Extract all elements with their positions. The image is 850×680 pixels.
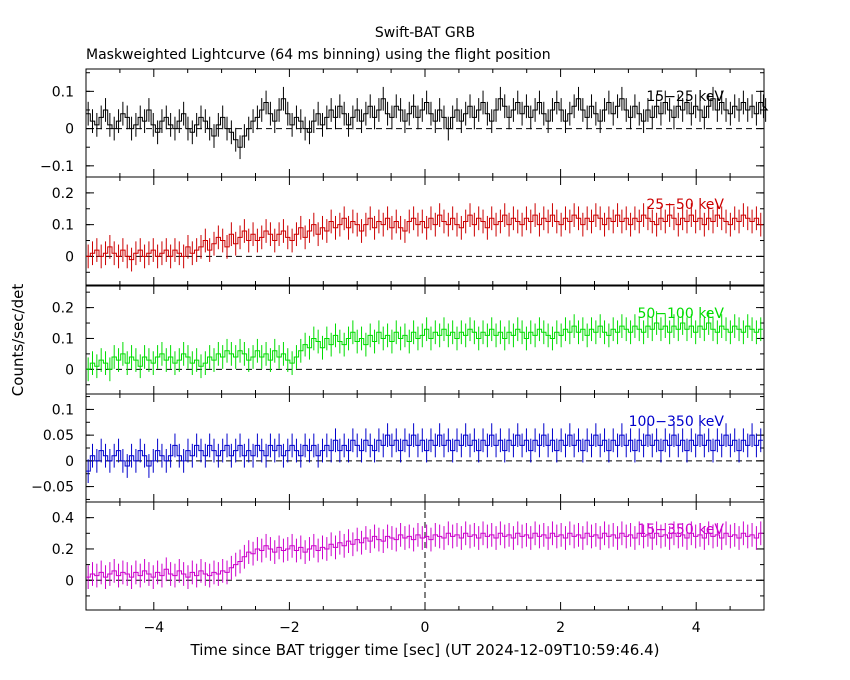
y-tick-label: 0: [65, 573, 74, 589]
band-label: 50−100 keV: [637, 306, 724, 322]
y-tick-label: 0: [65, 362, 74, 378]
x-axis: −4 −2 0 2 4: [143, 620, 700, 636]
error-bars: [87, 203, 762, 272]
x-tick-label: −4: [143, 620, 164, 636]
y-tick-label: −0.1: [40, 159, 74, 175]
panel-5: 0 0.2 0.4 15−350 keV: [52, 501, 765, 611]
panel-4: −0.05 0 0.05 0.1 100−350 keV: [31, 393, 765, 503]
y-tick-label: 0: [65, 122, 74, 138]
chart-subtitle: Maskweighted Lightcurve (64 ms binning) …: [86, 47, 551, 63]
band-label: 100−350 keV: [629, 414, 725, 430]
panel-frame: [85, 285, 765, 395]
error-bars: [87, 423, 762, 484]
band-label: 15−350 keV: [637, 522, 724, 538]
lightcurve-series: [86, 214, 763, 261]
x-tick-label: 2: [556, 620, 565, 636]
y-tick-label: 0.1: [52, 218, 74, 234]
y-tick-label: 0: [65, 454, 74, 470]
panel-2: 0 0.1 0.2 25−50 keV: [52, 176, 765, 286]
y-tick-label: 0.1: [52, 402, 74, 418]
y-tick-label: −0.05: [31, 480, 74, 496]
band-label: 25−50 keV: [646, 197, 724, 213]
lightcurve-series: [86, 532, 763, 578]
panel-1: −0.1 0 0.1 15−25 keV: [40, 68, 769, 178]
x-tick-label: 4: [692, 620, 701, 636]
y-axis-label: Counts/sec/det: [9, 284, 27, 397]
y-tick-label: 0.4: [52, 511, 74, 527]
panel-frame: [85, 176, 765, 286]
chart-title: Swift-BAT GRB: [375, 25, 475, 41]
y-tick-label: 0.2: [52, 542, 74, 558]
y-tick-label: 0.2: [52, 186, 74, 202]
band-label: 15−25 keV: [646, 89, 724, 105]
lightcurve-series: [86, 434, 763, 472]
x-axis-label: Time since BAT trigger time [sec] (UT 20…: [190, 641, 660, 659]
x-tick-label: 0: [421, 620, 430, 636]
panels-group: −0.1 0 0.1 15−25 keV 0 0.1 0.2 25−50 keV 0 0.1 0.2…: [31, 68, 769, 611]
panel-3: 0 0.1 0.2 50−100 keV: [52, 285, 765, 395]
y-tick-label: 0: [65, 249, 74, 265]
x-tick-label: −2: [279, 620, 300, 636]
lightcurve-series: [86, 322, 763, 370]
lightcurve-series: [86, 98, 769, 148]
y-tick-label: 0.1: [52, 84, 74, 100]
y-tick-label: 0.2: [52, 301, 74, 317]
y-tick-label: 0.05: [43, 428, 74, 444]
y-tick-label: 0.1: [52, 331, 74, 347]
